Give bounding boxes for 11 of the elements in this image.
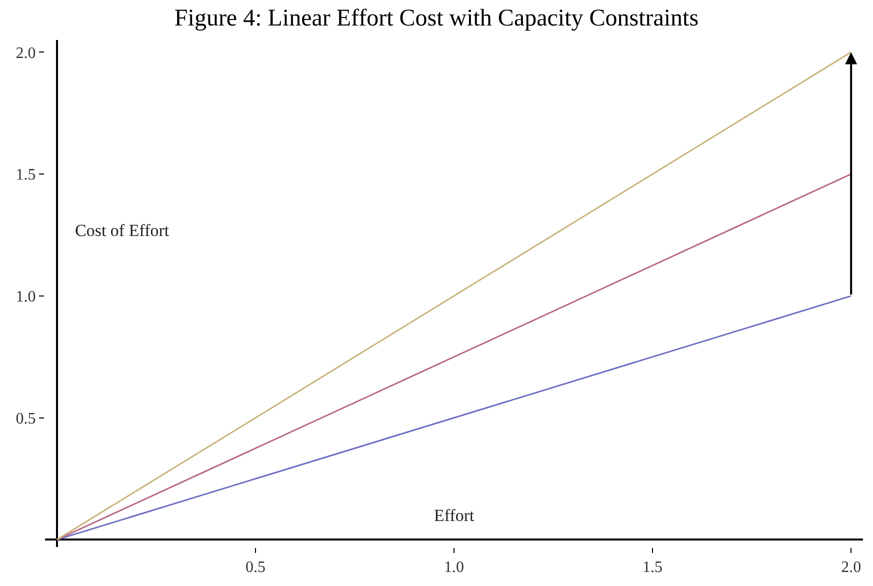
y-tick-label: 1.0 bbox=[16, 288, 36, 306]
x-tick-label: 1.5 bbox=[642, 559, 663, 576]
x-tick-label: 0.5 bbox=[245, 559, 266, 576]
x-axis-title: Effort bbox=[434, 506, 475, 525]
y-tick-label: 1.5 bbox=[16, 166, 36, 184]
y-tick-label: 0.5 bbox=[16, 410, 36, 428]
x-tick-label: 2.0 bbox=[841, 559, 862, 576]
y-axis-title: Cost of Effort bbox=[75, 221, 170, 240]
y-tick-label: 2.0 bbox=[16, 44, 36, 62]
x-tick-label: 1.0 bbox=[444, 559, 464, 576]
chart-title: Figure 4: Linear Effort Cost with Capacity Constraints bbox=[174, 6, 699, 32]
